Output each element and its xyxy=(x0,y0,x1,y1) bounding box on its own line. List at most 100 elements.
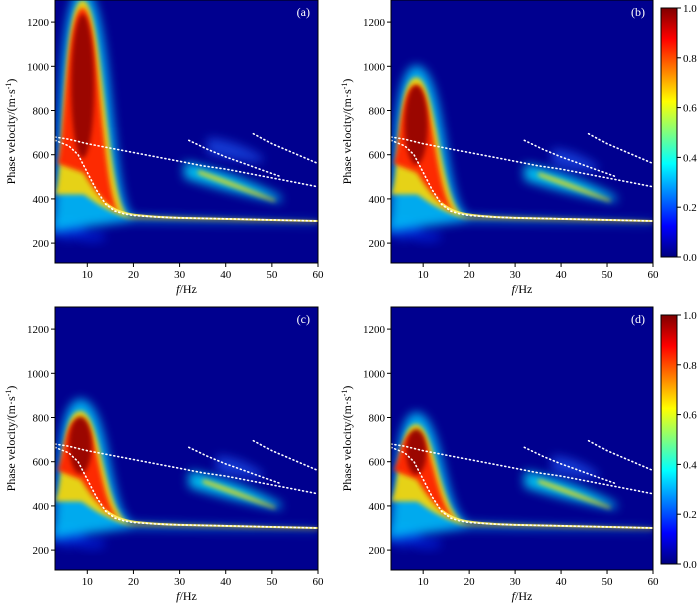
colorbar-tick-label: 0.2 xyxy=(683,509,697,521)
x-tick-label: 10 xyxy=(418,269,430,281)
x-tick-label: 30 xyxy=(510,576,522,588)
higher-mode-energy xyxy=(524,164,617,202)
y-tick-label: 400 xyxy=(369,194,386,206)
axes-frame xyxy=(390,306,654,571)
energy-map xyxy=(391,65,653,243)
panel-a: 10 20 30 40 50 60 200 400 600 800 1000 1200 (a) f/Hz P… xyxy=(4,0,325,296)
low-energy-blob xyxy=(413,537,442,550)
colorbar-tick-label: 0.8 xyxy=(683,360,697,372)
x-tick-label: 10 xyxy=(418,576,430,588)
x-axis-label: f/Hz xyxy=(512,589,533,603)
x-tick-label: 40 xyxy=(220,576,232,588)
y-tick-label: 1200 xyxy=(27,324,50,336)
higher-mode-energy xyxy=(207,137,263,163)
higher-mode-energy xyxy=(524,471,617,509)
higher-mode-energy xyxy=(216,455,263,478)
colorbar-tick-label: 0.4 xyxy=(683,152,697,164)
x-tick-label: 20 xyxy=(464,576,476,588)
higher-mode-energy-core xyxy=(538,479,611,509)
colorbar-tick-label: 0.6 xyxy=(683,103,697,115)
y-tick-label: 200 xyxy=(33,238,50,250)
y-tick-label: 600 xyxy=(33,457,50,469)
y-tick-label: 600 xyxy=(369,457,386,469)
x-tick-label: 30 xyxy=(174,576,186,588)
x-tick-label: 20 xyxy=(464,269,476,281)
reference-curve-second-higher xyxy=(188,139,282,178)
x-tick-label: 20 xyxy=(128,576,140,588)
y-tick-label: 800 xyxy=(33,413,50,425)
y-tick-label: 1000 xyxy=(363,61,386,73)
colorbar-tick-label: 1.0 xyxy=(683,310,697,322)
colorbar-tick-label: 0.4 xyxy=(683,459,697,471)
x-tick-label: 40 xyxy=(556,576,568,588)
low-energy-blob xyxy=(77,230,106,243)
x-tick-label: 20 xyxy=(128,269,140,281)
x-tick-label: 10 xyxy=(82,576,94,588)
panel-label: (a) xyxy=(297,5,310,19)
reference-curve-fundamental xyxy=(391,139,653,222)
energy-map xyxy=(55,0,318,243)
axes-frame xyxy=(54,0,319,264)
reference-curve-fundamental xyxy=(391,446,653,529)
x-tick-label: 40 xyxy=(556,269,568,281)
x-tick-label: 30 xyxy=(510,269,522,281)
panel-label: (d) xyxy=(631,312,645,326)
x-tick-label: 40 xyxy=(220,269,232,281)
fundamental-peak xyxy=(71,14,95,159)
y-tick-label: 400 xyxy=(33,501,50,513)
colorbar-gradient xyxy=(660,7,678,258)
y-tick-label: 1000 xyxy=(27,368,50,380)
y-axis-label: Phase velocity/(m·s-1) xyxy=(340,79,355,185)
x-axis-label: f/Hz xyxy=(512,282,533,296)
reference-curve-first-higher xyxy=(55,136,318,188)
y-tick-label: 200 xyxy=(369,545,386,557)
y-tick-label: 600 xyxy=(33,150,50,162)
y-tick-label: 800 xyxy=(33,106,50,118)
colorbar-tick-label: 0.6 xyxy=(683,410,697,422)
y-tick-label: 400 xyxy=(33,194,50,206)
panel-b: 10 20 30 40 50 60 200 400 600 800 1000 1200 (b) f/Hz P… xyxy=(340,0,660,296)
y-tick-label: 1200 xyxy=(363,324,386,336)
panel-label: (c) xyxy=(297,312,310,326)
colorbar-gradient xyxy=(660,314,678,565)
colorbar-top: 0.0 0.2 0.4 0.6 0.8 1.0 xyxy=(660,3,697,264)
x-tick-label: 10 xyxy=(82,269,94,281)
fundamental-peak xyxy=(406,428,427,475)
reference-curve-third-higher xyxy=(252,132,318,165)
panel-label: (b) xyxy=(631,5,645,19)
colorbar-bottom: 0.0 0.2 0.4 0.6 0.8 1.0 xyxy=(660,310,697,571)
x-tick-label: 50 xyxy=(602,576,614,588)
energy-map xyxy=(391,412,653,550)
higher-mode-energy-core xyxy=(538,172,611,202)
x-tick-label: 50 xyxy=(266,269,278,281)
y-tick-label: 200 xyxy=(369,238,386,250)
reference-curve-fundamental xyxy=(55,446,318,529)
low-energy-blob xyxy=(77,537,106,550)
higher-mode-energy xyxy=(188,471,282,509)
axes-frame xyxy=(54,306,319,571)
x-tick-label: 30 xyxy=(174,269,186,281)
reference-curve-second-higher xyxy=(188,446,282,485)
y-tick-label: 1000 xyxy=(363,368,386,380)
y-tick-label: 800 xyxy=(369,106,386,118)
higher-mode-energy xyxy=(551,148,598,171)
y-tick-label: 1200 xyxy=(363,17,386,29)
y-tick-label: 400 xyxy=(369,501,386,513)
higher-mode-energy-core xyxy=(198,169,276,202)
x-axis-label: f/Hz xyxy=(176,589,197,603)
reference-curve-first-higher xyxy=(391,136,653,188)
colorbar-tick-label: 0.0 xyxy=(683,559,697,571)
x-tick-label: 50 xyxy=(602,269,614,281)
panel-c: 10 20 30 40 50 60 200 400 600 800 1000 1200 (c) f/Hz P… xyxy=(4,306,325,603)
panel-d: 10 20 30 40 50 60 200 400 600 800 1000 1200 (d) f/Hz P… xyxy=(340,306,659,603)
x-tick-label: 60 xyxy=(648,269,660,281)
x-tick-label: 60 xyxy=(313,269,325,281)
y-axis-label: Phase velocity/(m·s-1) xyxy=(4,79,19,185)
higher-mode-energy-core xyxy=(202,479,276,509)
axes-frame xyxy=(390,0,654,264)
colorbar-tick-label: 0.0 xyxy=(683,252,697,264)
x-tick-label: 60 xyxy=(313,576,325,588)
x-tick-label: 50 xyxy=(266,576,278,588)
y-axis-label: Phase velocity/(m·s-1) xyxy=(4,386,19,492)
